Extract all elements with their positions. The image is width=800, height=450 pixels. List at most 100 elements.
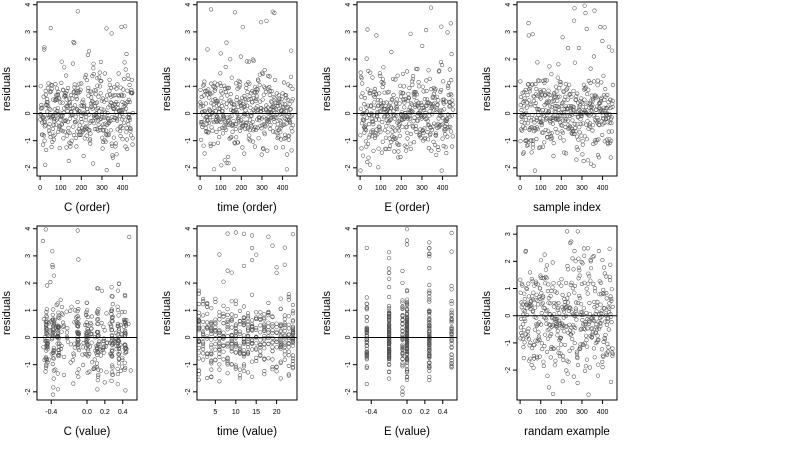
data-point <box>237 367 242 372</box>
data-point <box>551 99 556 104</box>
data-point <box>221 279 226 284</box>
data-point <box>397 133 402 138</box>
data-point <box>598 101 603 106</box>
data-point <box>92 121 97 126</box>
data-point <box>74 94 79 99</box>
data-point <box>553 94 558 99</box>
data-point <box>418 135 423 140</box>
data-point <box>237 376 242 381</box>
data-point <box>427 378 432 383</box>
data-point <box>591 317 596 323</box>
data-point <box>57 96 62 101</box>
data-point <box>569 280 574 285</box>
data-point <box>375 132 380 137</box>
data-point <box>99 106 104 111</box>
data-point <box>51 273 56 278</box>
data-point <box>526 116 532 121</box>
data-point <box>42 357 47 363</box>
data-point <box>578 342 583 347</box>
data-point <box>61 372 67 377</box>
data-point <box>201 351 206 356</box>
data-point <box>414 129 419 134</box>
data-point <box>242 151 247 156</box>
y-tick-label: 2 <box>25 281 32 285</box>
data-point <box>124 347 129 352</box>
data-point <box>55 108 60 113</box>
data-point <box>84 300 89 305</box>
data-point <box>233 334 238 339</box>
data-point <box>400 344 405 349</box>
data-point <box>416 100 421 105</box>
data-point <box>245 315 251 320</box>
data-point <box>449 363 454 368</box>
data-point <box>208 7 214 12</box>
data-point <box>83 352 88 357</box>
data-point <box>259 152 264 157</box>
data-point <box>590 326 595 331</box>
data-point <box>569 239 574 244</box>
data-point <box>584 137 589 142</box>
data-point <box>224 105 229 110</box>
data-point <box>266 356 271 361</box>
data-point <box>420 43 425 48</box>
data-point <box>104 370 109 375</box>
data-point <box>120 117 125 122</box>
data-point <box>609 287 614 292</box>
data-point <box>205 336 210 341</box>
data-point <box>400 268 405 273</box>
data-point <box>447 67 452 72</box>
data-point <box>393 77 398 82</box>
data-point <box>109 327 114 333</box>
data-point <box>387 303 392 309</box>
data-point <box>258 310 263 315</box>
data-point <box>59 343 64 348</box>
data-point <box>544 317 549 322</box>
data-point <box>118 368 123 373</box>
data-point <box>44 307 49 312</box>
data-point <box>568 282 573 288</box>
data-point <box>571 88 576 93</box>
data-point <box>123 67 128 72</box>
data-point <box>225 93 230 98</box>
data-point <box>282 342 287 347</box>
data-point <box>123 24 128 29</box>
data-point <box>290 86 295 91</box>
y-tick-label: 3 <box>25 254 32 258</box>
data-point <box>591 163 596 168</box>
data-point <box>252 144 257 149</box>
data-point <box>530 82 535 87</box>
data-point <box>447 104 452 109</box>
data-point <box>419 100 424 105</box>
data-point <box>95 387 100 392</box>
data-point <box>44 365 49 370</box>
data-point <box>427 240 432 245</box>
data-point <box>610 48 615 53</box>
data-point <box>583 11 588 16</box>
data-point <box>262 356 267 361</box>
data-point <box>125 146 130 152</box>
data-point <box>604 274 609 279</box>
data-point <box>240 145 245 150</box>
data-point <box>449 52 454 57</box>
data-point <box>559 277 564 282</box>
data-point <box>213 86 218 91</box>
data-point <box>75 323 80 328</box>
data-point <box>411 89 416 95</box>
data-point <box>67 100 73 105</box>
data-point <box>374 127 379 132</box>
data-point <box>51 307 56 312</box>
data-point <box>88 320 93 325</box>
data-point <box>411 119 416 124</box>
data-point <box>116 328 121 333</box>
data-point <box>572 6 577 11</box>
data-point <box>415 118 420 123</box>
data-point <box>286 137 291 142</box>
data-point <box>523 249 528 254</box>
data-point <box>404 366 410 372</box>
data-point <box>272 114 277 119</box>
data-point <box>82 102 87 107</box>
data-point <box>431 102 436 107</box>
data-point <box>266 115 271 120</box>
data-point <box>427 317 432 322</box>
data-point <box>118 133 123 139</box>
